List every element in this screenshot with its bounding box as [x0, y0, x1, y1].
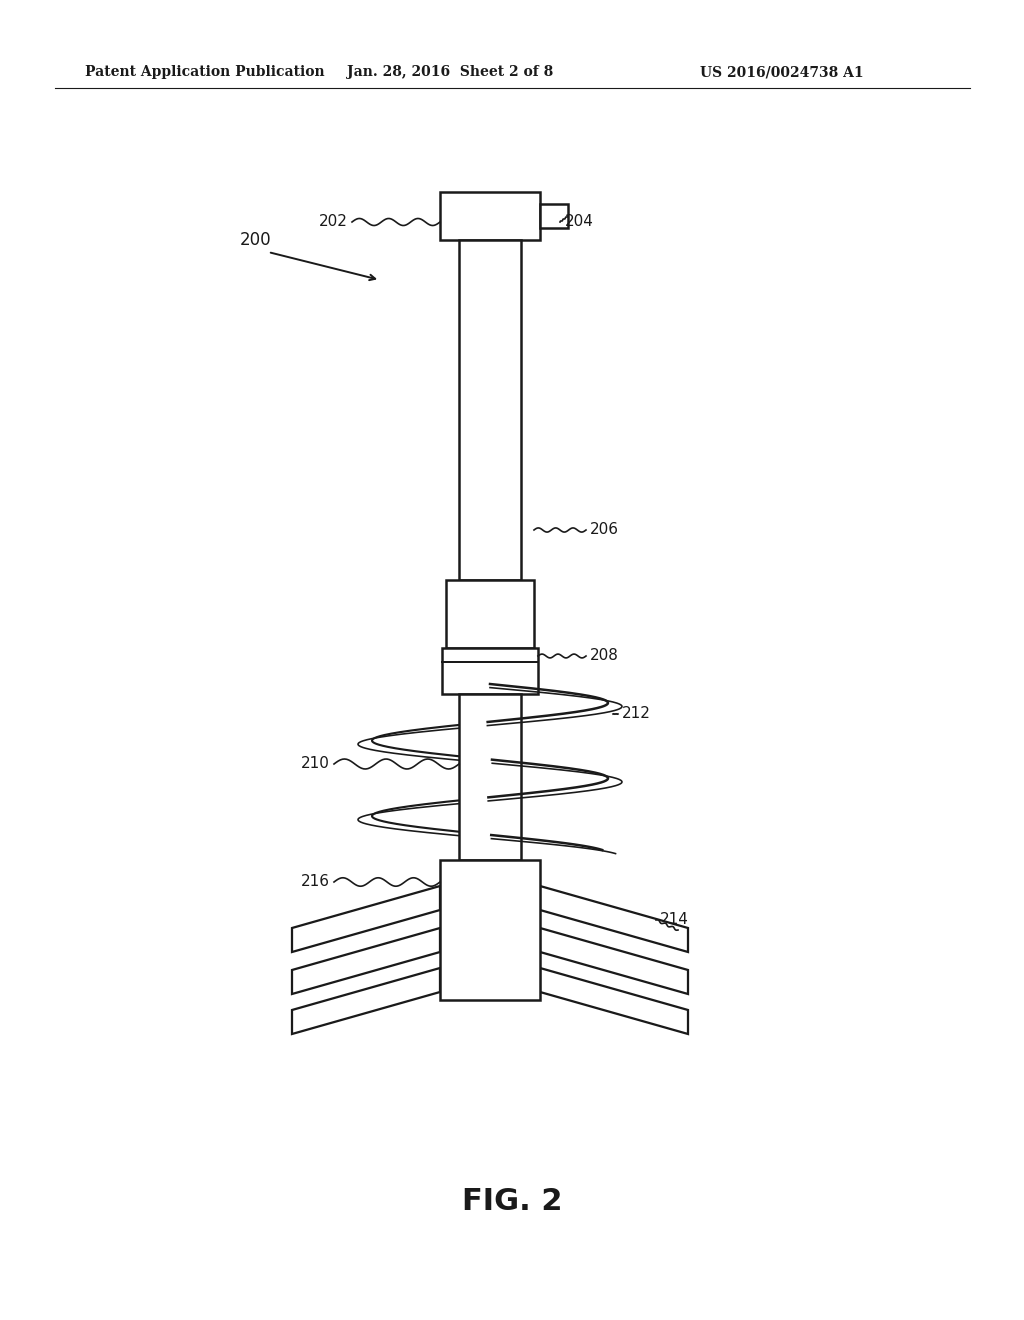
- Bar: [442, 648, 538, 694]
- Polygon shape: [540, 968, 688, 1034]
- Text: 210: 210: [301, 756, 330, 771]
- Polygon shape: [292, 968, 440, 1034]
- Text: US 2016/0024738 A1: US 2016/0024738 A1: [700, 65, 863, 79]
- Polygon shape: [540, 928, 688, 994]
- Bar: [440, 861, 540, 1001]
- Text: 204: 204: [565, 214, 594, 230]
- Bar: [459, 240, 521, 579]
- Text: 214: 214: [660, 912, 689, 928]
- Text: Patent Application Publication: Patent Application Publication: [85, 65, 325, 79]
- Bar: [446, 579, 534, 648]
- Text: 202: 202: [319, 214, 348, 230]
- Text: FIG. 2: FIG. 2: [462, 1188, 562, 1217]
- Polygon shape: [292, 886, 440, 952]
- Text: 212: 212: [622, 706, 651, 722]
- Text: 206: 206: [590, 523, 618, 537]
- Text: 216: 216: [301, 874, 330, 890]
- Text: 200: 200: [240, 231, 271, 249]
- Polygon shape: [540, 886, 688, 952]
- Polygon shape: [292, 928, 440, 994]
- Text: 208: 208: [590, 648, 618, 664]
- Bar: [440, 191, 540, 240]
- Bar: [540, 205, 568, 228]
- Bar: [459, 694, 521, 861]
- Text: Jan. 28, 2016  Sheet 2 of 8: Jan. 28, 2016 Sheet 2 of 8: [347, 65, 553, 79]
